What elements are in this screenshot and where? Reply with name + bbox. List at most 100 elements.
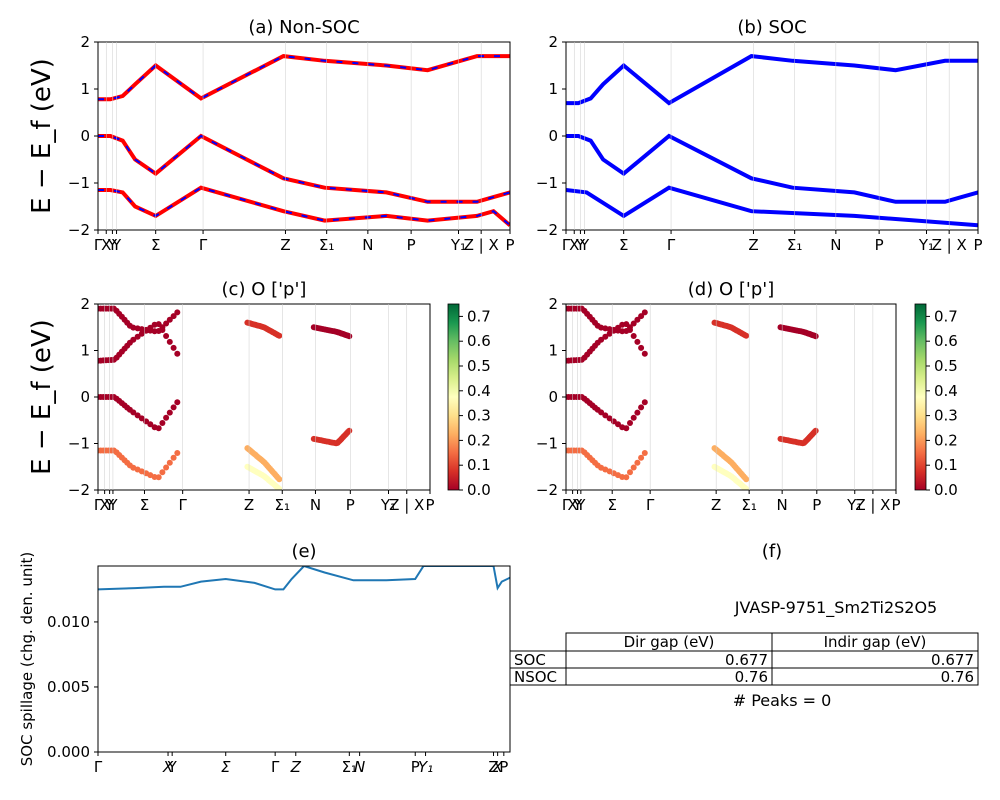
projected-band-point (346, 427, 353, 434)
kpoint-label: Γ (646, 496, 655, 514)
spillage-xtick-label: Γ (271, 758, 280, 776)
ytick-label: 1 (548, 80, 558, 98)
kpoint-label: Y (572, 496, 583, 514)
projected-band-point (166, 459, 173, 466)
kpoint-label: Σ (619, 236, 628, 254)
kpoint-label: P (973, 236, 982, 254)
colorbar-tick-label: 0.1 (467, 456, 491, 474)
kpoint-label: Γ (178, 496, 187, 514)
kpoint-label: Σ (607, 496, 616, 514)
ytick-label: −2 (68, 481, 90, 499)
kpoint-label: X (101, 236, 111, 254)
projected-band-point (166, 338, 173, 345)
colorbar-tick-label: 0.0 (934, 481, 958, 499)
kpoint-label: Z (748, 236, 758, 254)
colorbar-tick-label: 0.6 (934, 332, 958, 350)
projected-band-point (627, 420, 633, 426)
spillage-xtick-label: Z (290, 758, 302, 776)
panel-f-title: (f) (762, 541, 782, 562)
spillage-line (98, 566, 510, 591)
table-row-nsoc-dir: 0.76 (735, 668, 768, 686)
projected-band-point (155, 425, 162, 432)
kpoint-label: Γ (94, 236, 103, 254)
panel-b-bands (566, 54, 978, 228)
colorbar-tick-label: 0.0 (467, 481, 491, 499)
ytick-label: −2 (68, 221, 90, 239)
projected-band-point (138, 415, 145, 422)
gap-table (509, 632, 979, 686)
kpoint-label: Σ₁ (741, 496, 757, 514)
kpoint-label: Y (107, 236, 118, 254)
nonsoc-band (98, 133, 510, 204)
projected-band-point (174, 350, 181, 357)
kpoint-label: P (812, 496, 821, 514)
projected-band-point (163, 320, 170, 327)
kpoint-label: Y (575, 236, 586, 254)
projected-band-point (166, 409, 173, 416)
projected-band-point (634, 409, 641, 416)
projected-band-point (812, 333, 819, 340)
projected-band-point (638, 344, 645, 351)
ytick-label: 0.005 (47, 678, 90, 696)
kpoint-label: Z (280, 236, 290, 254)
kpoint-label: Y₁ (380, 496, 396, 514)
nonsoc-band-dash (98, 186, 510, 227)
colorbar-tick-label: 0.7 (934, 307, 958, 325)
panel-a-ylabel: E − E_f (eV) (27, 58, 57, 214)
ytick-label: 1 (80, 80, 90, 98)
spillage-xtick-label: X (491, 758, 503, 776)
kpoint-label: Γ (94, 496, 103, 514)
colorbar-tick-label: 0.7 (467, 307, 491, 325)
kpoint-label: P (875, 236, 884, 254)
panel-c-projected-bands (98, 305, 353, 490)
projected-band-point (638, 313, 645, 320)
panel-b-title: (b) SOC (737, 17, 806, 38)
spillage-xtick-label: Σ (221, 758, 231, 776)
panel-e-title: (e) (291, 541, 316, 562)
projected-band-point (630, 414, 637, 421)
projected-band-point (147, 421, 154, 428)
ytick-label: 0 (80, 127, 90, 145)
projected-band-point (743, 332, 750, 339)
projected-band-point (346, 333, 353, 340)
projected-band-point (130, 409, 137, 416)
table-row-soc-dir: 0.677 (725, 651, 768, 669)
projected-band-point (170, 344, 177, 351)
ytick-label: 1 (548, 342, 558, 360)
table-header-indir: Indir gap (eV) (824, 633, 927, 651)
kpoint-label: Σ₁ (787, 236, 803, 254)
projected-band-point (598, 336, 605, 343)
kpoint-label: Y (111, 236, 122, 254)
projected-band-point (276, 485, 283, 490)
projected-band-point (641, 350, 648, 357)
peaks-count: # Peaks = 0 (733, 691, 832, 710)
panel-d-title: (d) O ['p'] (688, 279, 774, 300)
colorbar-tick-label: 0.2 (467, 431, 491, 449)
kpoint-label: N (362, 236, 373, 254)
projected-band-point (812, 427, 819, 434)
projected-band-point (623, 474, 630, 481)
table-header-dir: Dir gap (eV) (624, 633, 715, 651)
panel-a-bands (98, 54, 510, 227)
projected-band-point (641, 309, 648, 316)
kpoint-label: Σ (151, 236, 160, 254)
colorbar-tick-label: 0.4 (934, 382, 958, 400)
kpoint-label: N (310, 496, 321, 514)
ytick-label: 0.010 (47, 613, 90, 631)
projected-band-point (163, 464, 170, 471)
kpoint-label: Y (575, 496, 586, 514)
spillage-xtick-label: P (411, 758, 420, 776)
colorbar-tick-label: 0.3 (934, 407, 958, 425)
ytick-label: 0 (80, 388, 90, 406)
ytick-label: 0 (548, 388, 558, 406)
projected-band-point (138, 330, 145, 337)
projected-band-point (615, 421, 621, 428)
colorbar-c-ticks: 0.0 0.1 0.2 0.3 0.4 0.5 0.6 0.7 (459, 307, 491, 499)
kpoint-label: P (346, 496, 355, 514)
panel-e-spillage (98, 566, 510, 591)
projected-band-point (155, 474, 162, 481)
projected-band-point (130, 336, 137, 343)
kpoint-label: Σ (140, 496, 149, 514)
